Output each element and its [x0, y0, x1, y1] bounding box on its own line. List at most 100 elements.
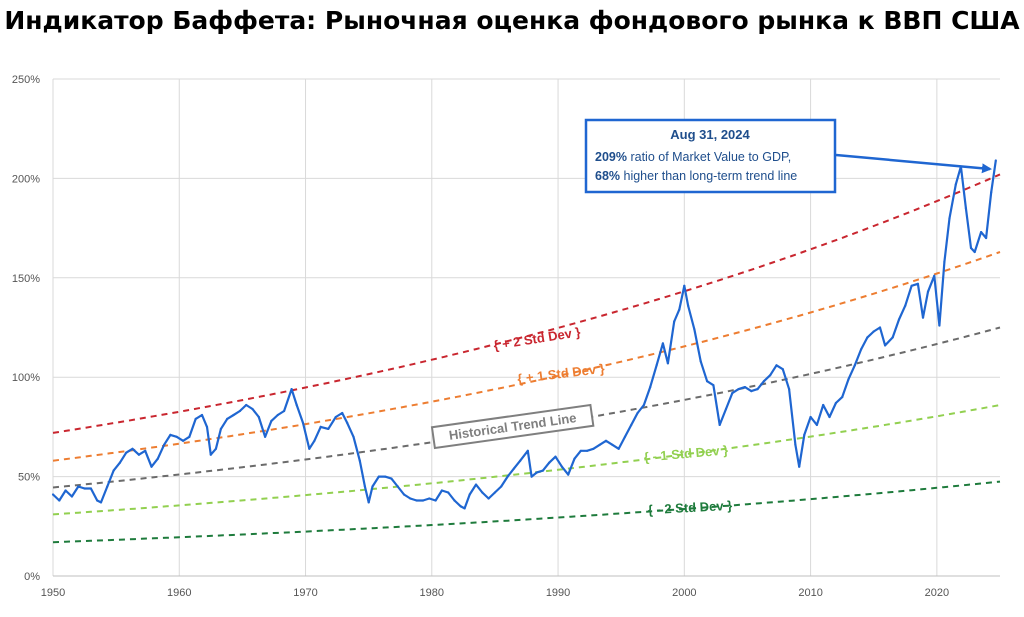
data-point [678, 308, 681, 311]
data-point [519, 459, 522, 462]
data-point [878, 326, 882, 329]
data-point [666, 362, 670, 365]
x-tick-label: 1980 [420, 587, 444, 599]
data-point [396, 485, 399, 488]
band-label-minus2: { - 2 Std Dev } [647, 498, 732, 517]
data-point [980, 231, 983, 234]
data-point [334, 415, 337, 419]
data-point [642, 403, 646, 407]
data-point [371, 485, 374, 488]
data-point [402, 493, 406, 496]
data-point [83, 487, 86, 490]
data-point [270, 419, 273, 422]
data-point [182, 439, 185, 442]
data-point [775, 364, 778, 367]
data-point [781, 368, 784, 371]
band-label-trend: Historical Trend Line [430, 403, 595, 450]
data-point [969, 246, 973, 250]
data-point [579, 449, 582, 452]
data-point [803, 433, 806, 436]
data-point [712, 384, 715, 387]
data-point [313, 439, 316, 442]
data-point [219, 427, 222, 430]
grid [52, 78, 1000, 577]
y-tick-label: 250% [12, 74, 40, 86]
x-tick-label: 2010 [798, 587, 822, 599]
band-line-plus2 [52, 173, 1001, 434]
data-point [541, 469, 545, 472]
data-point [794, 443, 797, 446]
band-line-minus1 [52, 404, 1001, 516]
data-point [493, 491, 496, 494]
data-point [750, 390, 753, 393]
data-point [459, 505, 462, 508]
annotation-ratio-value: 209% [595, 150, 627, 164]
data-point [205, 425, 209, 428]
band-label-plus2: { + 2 Std Dev } [492, 324, 581, 353]
data-point [58, 499, 61, 502]
data-point [573, 457, 576, 460]
data-point [769, 374, 772, 377]
data-point [841, 396, 844, 399]
data-point [904, 304, 907, 307]
annotation-title: Aug 31, 2024 [670, 127, 750, 142]
data-point [860, 348, 863, 351]
data-point [910, 284, 913, 287]
data-point [948, 217, 951, 220]
data-point [463, 507, 466, 510]
data-point [592, 447, 595, 450]
data-point [175, 435, 178, 438]
band-label-plus1: { + 1 Std Dev } [516, 361, 605, 387]
data-point [163, 443, 166, 446]
data-point [409, 497, 412, 500]
data-point [106, 485, 109, 488]
data-point [994, 159, 997, 162]
band-label-text: { - 2 Std Dev } [647, 498, 732, 517]
data-point [743, 386, 747, 389]
band-labels: { + 2 Std Dev } { + 1 Std Dev } Historical… [430, 324, 733, 517]
data-point [567, 473, 570, 476]
data-point [828, 415, 831, 419]
y-tick-label: 200% [12, 173, 40, 185]
x-tick-label: 1950 [41, 587, 65, 599]
data-point [853, 364, 856, 367]
data-point [453, 499, 456, 502]
annotation-callout: Aug 31, 2024 209% ratio of Market Value … [584, 118, 992, 194]
annotation-arrow [835, 153, 992, 174]
y-tick-label: 50% [18, 472, 40, 484]
data-point [112, 469, 115, 472]
data-point [194, 417, 197, 420]
data-point [64, 489, 67, 492]
data-point [990, 191, 993, 194]
data-point [731, 392, 734, 395]
data-point [358, 459, 361, 462]
data-point [938, 324, 941, 327]
data-point [617, 447, 620, 450]
data-point [512, 467, 516, 470]
data-point [238, 409, 241, 413]
data-point [737, 388, 740, 391]
data-point [283, 409, 286, 413]
data-point [921, 316, 925, 319]
data-point [548, 461, 551, 464]
data-point [341, 411, 344, 415]
data-point [623, 435, 627, 438]
annotation-line-2: 68% higher than long-term trend line [595, 169, 797, 183]
data-point [156, 457, 159, 460]
page-title: Индикатор Баффета: Рыночная оценка фондо… [4, 6, 1020, 35]
band-line-plus1 [52, 251, 1001, 462]
band-line-minus2 [52, 480, 1001, 544]
data-point [699, 360, 702, 363]
data-point [943, 260, 946, 263]
data-point [649, 386, 652, 389]
data-point [926, 290, 930, 293]
data-point [611, 443, 614, 446]
data-point [99, 501, 103, 504]
x-tick-label: 1990 [546, 587, 570, 599]
data-point [352, 435, 355, 438]
data-point [301, 421, 305, 424]
x-tick-label: 1960 [167, 587, 191, 599]
data-point [319, 425, 322, 428]
data-point [150, 465, 153, 468]
